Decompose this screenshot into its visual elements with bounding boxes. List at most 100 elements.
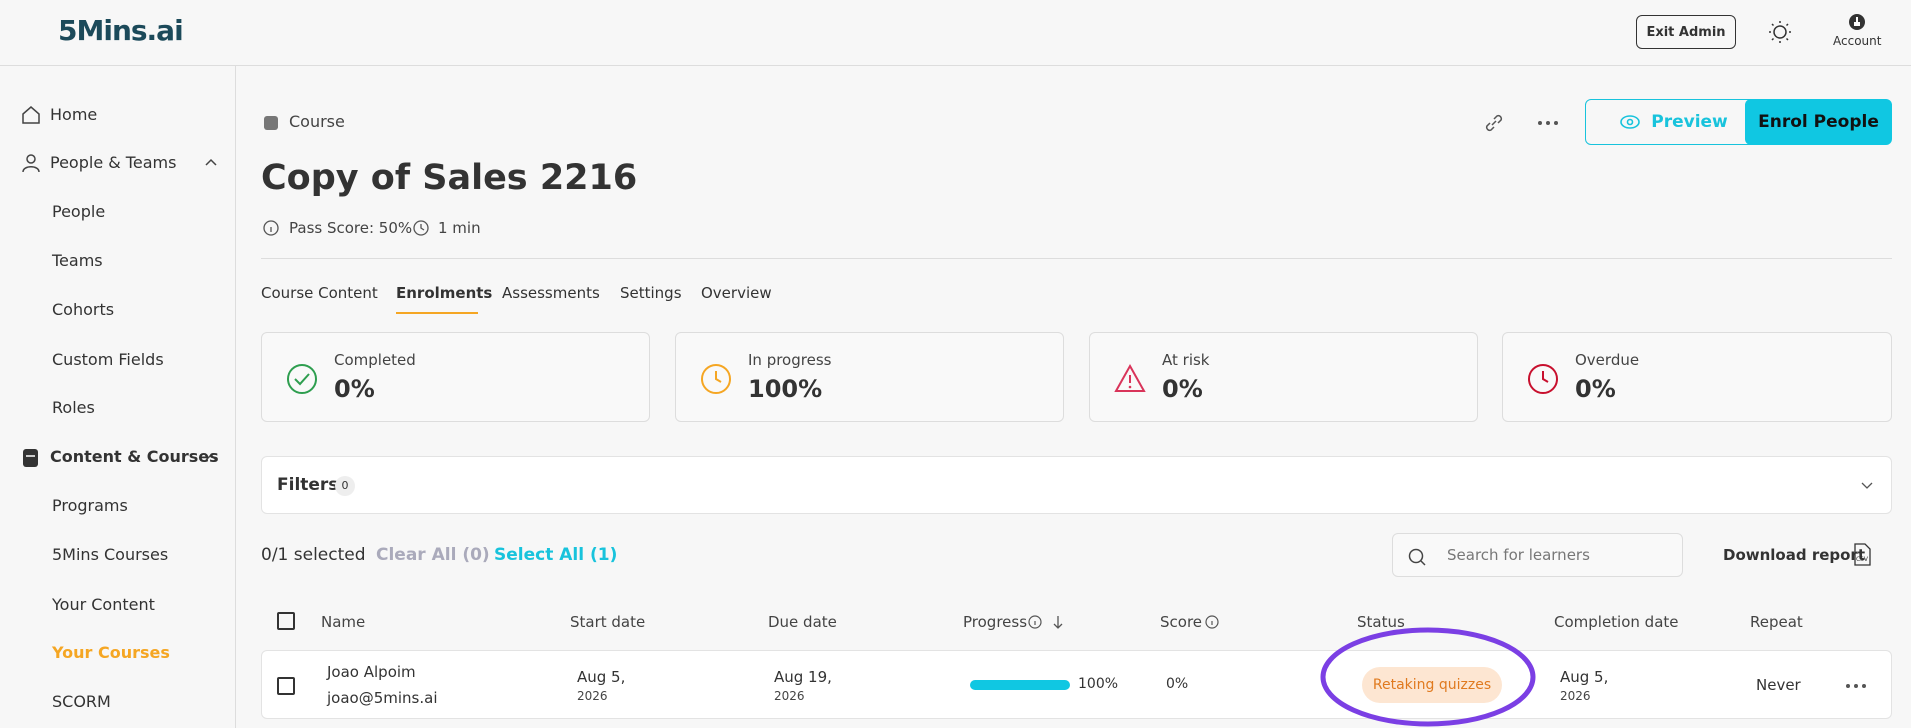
stat-card: Completed 0% — [261, 332, 650, 422]
enrol-button[interactable]: Enrol People — [1745, 99, 1892, 145]
stat-value: 0% — [1162, 375, 1203, 403]
tab[interactable]: Settings — [620, 284, 682, 302]
overdue-icon — [1528, 364, 1558, 394]
tab[interactable]: Course Content — [261, 284, 378, 302]
exit-admin-button[interactable]: Exit Admin — [1636, 15, 1736, 49]
repeat-value: Never — [1756, 676, 1801, 694]
stat-label: Completed — [334, 351, 416, 369]
expand-icon[interactable] — [1860, 478, 1874, 492]
search-icon — [1408, 548, 1426, 566]
status-pill: Retaking quizzes — [1362, 667, 1502, 703]
completion-date: Aug 5, — [1560, 668, 1609, 686]
stat-label: In progress — [748, 351, 832, 369]
nav-item[interactable]: Your Content — [52, 595, 155, 614]
row-checkbox[interactable] — [277, 677, 295, 695]
stat-card: In progress 100% — [675, 332, 1064, 422]
stat-card: At risk 0% — [1089, 332, 1478, 422]
tab[interactable]: Assessments — [502, 284, 600, 302]
clock-icon — [701, 364, 731, 394]
column-header[interactable]: Name — [321, 613, 366, 631]
nav-item-active[interactable]: Your Courses — [52, 643, 170, 662]
column-header[interactable]: Score — [1160, 613, 1203, 631]
pass-score: Pass Score: 50% — [289, 219, 413, 237]
nav-item[interactable]: Cohorts — [52, 300, 115, 319]
account-label[interactable]: Account — [1833, 34, 1882, 48]
search-box[interactable]: Search for learners — [1392, 533, 1683, 577]
learner-name: Joao Alpoim — [327, 663, 416, 681]
due-date: Aug 19, — [774, 668, 832, 686]
progress-bar — [970, 680, 1070, 690]
search-placeholder: Search for learners — [1447, 546, 1590, 564]
course-icon — [264, 116, 278, 130]
column-header[interactable]: Repeat — [1750, 613, 1803, 631]
theme-icon[interactable] — [1768, 20, 1792, 44]
preview-button[interactable]: Preview — [1585, 99, 1762, 145]
csv-icon[interactable]: CSV — [1852, 543, 1872, 567]
filters-label[interactable]: Filters — [277, 475, 339, 495]
course-title: Copy of Sales 2216 — [261, 158, 638, 198]
start-date: Aug 5, — [577, 668, 626, 686]
due-year: 2026 — [774, 689, 805, 703]
stat-label: Overdue — [1575, 351, 1640, 369]
nav-item[interactable]: People & Teams — [50, 153, 177, 172]
nav-item[interactable]: Home — [50, 105, 98, 124]
score-value: 0% — [1166, 676, 1189, 692]
column-header[interactable]: Start date — [570, 613, 646, 631]
selected-count: 0/1 selected — [261, 545, 366, 565]
sidebar-divider — [235, 66, 236, 728]
tab-underline — [396, 312, 478, 314]
collapse-icon[interactable] — [204, 451, 218, 465]
start-year: 2026 — [577, 689, 608, 703]
more-icon[interactable] — [1536, 115, 1560, 131]
people-icon — [22, 154, 40, 173]
stat-label: At risk — [1162, 351, 1210, 369]
nav-item[interactable]: Content & Courses — [50, 447, 219, 466]
warning-icon — [1114, 363, 1146, 392]
link-icon[interactable] — [1482, 111, 1506, 135]
filters-count: 0 — [335, 476, 355, 496]
progress-value: 100% — [1078, 676, 1119, 692]
highlight-circle — [1320, 627, 1536, 727]
nav-item[interactable]: Roles — [52, 398, 95, 417]
logo[interactable]: 5Mins.ai — [58, 14, 184, 47]
clear-all[interactable]: Clear All (0) — [376, 545, 490, 565]
tab[interactable]: Overview — [701, 284, 772, 302]
stat-value: 100% — [748, 375, 823, 403]
nav-item[interactable]: Programs — [52, 496, 128, 515]
svg-text:CSV: CSV — [1856, 556, 1869, 563]
breadcrumb: Course — [289, 112, 345, 131]
divider — [261, 258, 1892, 259]
nav-item[interactable]: People — [52, 202, 106, 221]
table-row[interactable] — [261, 650, 1892, 719]
stat-value: 0% — [1575, 375, 1616, 403]
info-icon — [263, 220, 279, 236]
nav-item[interactable]: Teams — [52, 251, 103, 270]
download-report[interactable]: Download report — [1723, 546, 1866, 564]
column-header[interactable]: Completion date — [1554, 613, 1679, 631]
row-menu[interactable] — [1844, 678, 1868, 694]
filters-panel[interactable] — [261, 456, 1892, 514]
info-icon — [1205, 615, 1219, 629]
stat-value: 0% — [334, 375, 375, 403]
clock-icon — [413, 220, 429, 236]
tab-active[interactable]: Enrolments — [396, 284, 493, 302]
sort-icons[interactable] — [1026, 613, 1066, 631]
preview-label: Preview — [1651, 112, 1728, 132]
select-all[interactable]: Select All (1) — [494, 545, 618, 565]
content-icon — [23, 449, 38, 467]
home-icon — [22, 106, 40, 124]
account-icon[interactable] — [1848, 13, 1866, 31]
stat-card: Overdue 0% — [1502, 332, 1892, 422]
nav-item[interactable]: 5Mins Courses — [52, 545, 169, 564]
nav-item[interactable]: SCORM — [52, 692, 111, 711]
column-header[interactable]: Status — [1357, 613, 1405, 631]
learner-email: joao@5mins.ai — [327, 689, 438, 707]
select-all-checkbox[interactable] — [277, 612, 295, 630]
nav-item[interactable]: Custom Fields — [52, 350, 164, 369]
collapse-icon[interactable] — [204, 156, 218, 170]
check-icon — [287, 364, 317, 394]
column-header[interactable]: Progress — [963, 613, 1028, 631]
column-header[interactable]: Due date — [768, 613, 837, 631]
top-bar — [0, 0, 1911, 66]
